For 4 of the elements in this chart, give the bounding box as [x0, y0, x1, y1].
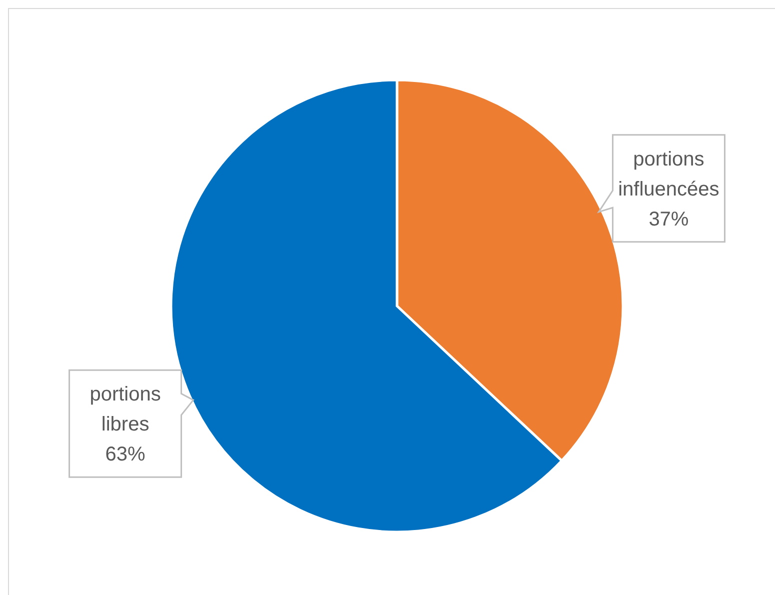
- slice-label: portions libres: [90, 384, 161, 436]
- slice-label: portions influencées: [618, 148, 720, 200]
- data-label: 63%: [105, 444, 146, 466]
- data-label: 37%: [648, 208, 689, 230]
